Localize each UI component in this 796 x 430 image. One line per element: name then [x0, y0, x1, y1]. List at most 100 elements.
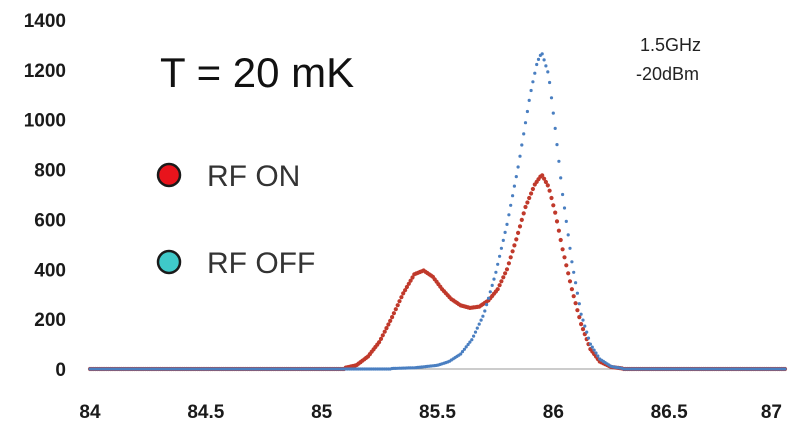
data-point	[577, 302, 581, 306]
data-point	[566, 233, 570, 237]
legend-label: RF OFF	[207, 247, 315, 280]
data-point	[540, 52, 544, 56]
data-point	[380, 333, 385, 338]
data-point	[564, 219, 568, 223]
data-point	[553, 126, 557, 130]
data-point	[404, 284, 409, 290]
x-tick-label: 86	[543, 402, 564, 423]
y-tick-label: 0	[55, 360, 66, 381]
y-tick-label: 400	[34, 260, 66, 281]
data-point	[783, 367, 787, 371]
data-point	[518, 154, 522, 158]
data-point	[545, 183, 550, 188]
data-point	[523, 121, 528, 125]
data-point	[558, 237, 563, 243]
data-point	[525, 200, 530, 205]
data-point	[512, 243, 517, 248]
data-point	[523, 204, 528, 210]
data-point	[529, 191, 534, 196]
y-tick-label: 1200	[24, 61, 66, 82]
data-point	[540, 173, 545, 178]
data-point	[506, 261, 511, 266]
data-point	[533, 71, 537, 75]
data-point	[408, 278, 413, 283]
data-point	[517, 224, 523, 229]
x-tick-label: 86.5	[651, 402, 688, 423]
data-point	[508, 255, 513, 260]
data-point	[384, 326, 389, 331]
data-point	[525, 109, 530, 114]
data-point	[527, 195, 532, 201]
data-point	[505, 222, 509, 226]
data-point	[566, 271, 571, 276]
data-point	[580, 327, 586, 332]
y-tick-label: 800	[34, 161, 66, 182]
data-point	[378, 336, 384, 341]
data-point	[475, 326, 479, 330]
data-point	[406, 281, 411, 286]
data-point	[514, 237, 519, 242]
data-point	[546, 70, 550, 74]
temperature-annotation: T = 20 mK	[160, 49, 354, 96]
data-point	[490, 283, 494, 287]
data-point	[470, 338, 474, 342]
data-point	[560, 247, 565, 252]
data-point	[553, 210, 558, 215]
data-point	[495, 287, 500, 292]
data-point	[530, 186, 536, 192]
data-point	[488, 290, 492, 294]
data-point	[395, 303, 400, 308]
legend-marker	[156, 162, 182, 188]
data-point	[388, 318, 393, 323]
data-point	[510, 249, 515, 254]
data-point	[531, 80, 535, 84]
data-point	[492, 277, 496, 281]
data-point	[579, 312, 583, 316]
legend-marker	[156, 249, 182, 275]
data-point	[497, 283, 502, 288]
data-point	[547, 188, 552, 193]
data-point	[570, 260, 574, 264]
data-point	[562, 255, 567, 260]
data-point	[485, 303, 489, 307]
data-point	[382, 329, 387, 334]
legend-label: RF ON	[207, 160, 300, 193]
data-point	[401, 291, 406, 296]
data-point	[477, 322, 481, 326]
data-point	[555, 143, 559, 147]
legend: RF ON RF OFF	[156, 160, 315, 280]
data-point	[572, 270, 576, 274]
data-point	[473, 330, 478, 334]
data-point	[581, 318, 585, 322]
y-tick-label: 1400	[24, 11, 66, 32]
data-point	[514, 175, 518, 179]
data-point	[504, 267, 510, 272]
data-point	[564, 263, 569, 268]
data-point	[460, 350, 465, 354]
series-rf-on	[87, 173, 788, 372]
data-point	[397, 299, 402, 304]
data-point	[583, 324, 587, 328]
data-point	[468, 340, 472, 344]
data-point	[466, 342, 470, 347]
data-point	[479, 318, 483, 322]
x-tick-label: 85	[311, 402, 333, 423]
data-point	[594, 351, 598, 355]
data-point	[510, 194, 515, 198]
data-point	[410, 275, 415, 280]
y-tick-label: 1000	[24, 111, 66, 132]
data-point	[472, 334, 476, 338]
data-point	[501, 238, 505, 242]
power-annotation: -20dBm	[636, 64, 699, 84]
data-point	[586, 336, 591, 340]
data-point	[521, 211, 526, 216]
x-tick-label: 84.5	[187, 402, 224, 423]
data-point	[590, 345, 594, 349]
data-point	[535, 62, 539, 67]
data-point	[573, 301, 578, 306]
data-point	[529, 88, 533, 93]
data-point	[509, 203, 513, 207]
data-point	[567, 279, 573, 284]
x-tick-label: 87	[761, 402, 782, 423]
data-point	[464, 345, 468, 349]
